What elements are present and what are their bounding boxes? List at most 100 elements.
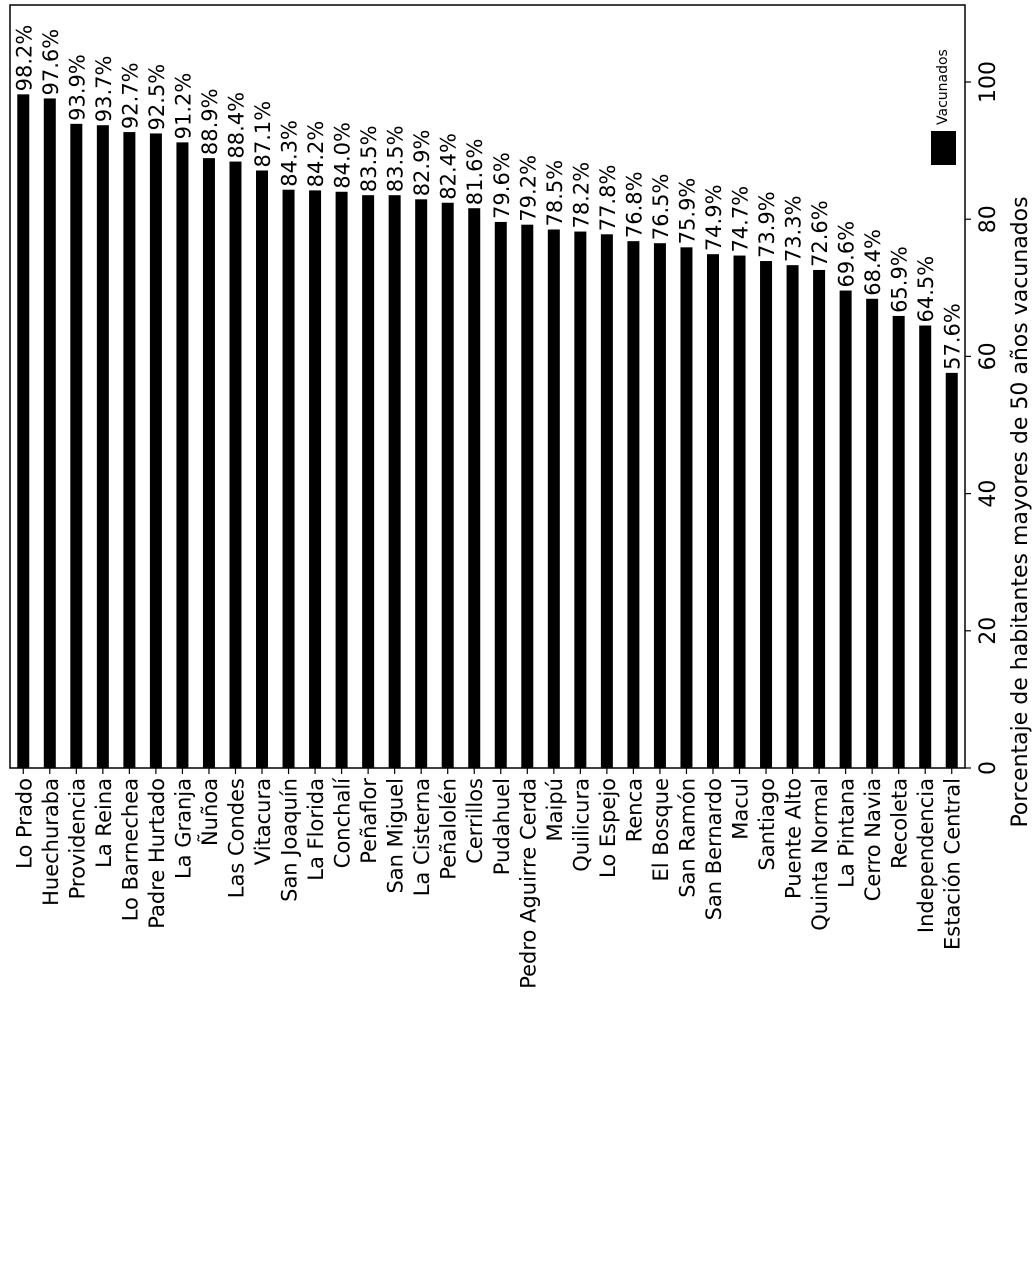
bar <box>866 298 879 768</box>
plot-frame <box>9 4 966 769</box>
legend: Vacunados <box>931 49 956 165</box>
category-labels-layer: Lo Prado Huechuraba Providencia La Reina Lo … <box>12 768 965 989</box>
bar-value-label: 73.3% <box>782 195 806 262</box>
bar <box>123 132 136 768</box>
bar-value-label: 64.5% <box>914 256 938 323</box>
bars-layer <box>17 94 958 769</box>
category-label: San Joaquín <box>278 778 302 902</box>
bar <box>680 247 693 769</box>
bar <box>43 98 56 769</box>
bar <box>813 269 826 768</box>
bar <box>706 254 719 768</box>
category-label: Maipú <box>543 778 567 841</box>
value-tick-label: 0 <box>976 761 1001 775</box>
bar <box>309 190 322 768</box>
bar-value-label: 75.9% <box>675 178 699 245</box>
category-label: Independencia <box>914 778 938 933</box>
bar <box>733 255 746 769</box>
category-label: Lo Prado <box>12 778 36 869</box>
category-label: Renca <box>622 778 646 842</box>
category-label: Macul <box>729 778 753 840</box>
category-label: Ñuñoa <box>196 778 222 846</box>
bar <box>786 265 799 768</box>
bar-value-label: 84.2% <box>304 121 328 188</box>
bar-value-label: 92.5% <box>145 64 169 131</box>
bar-value-label: 76.5% <box>649 173 673 240</box>
bar <box>441 202 454 769</box>
category-label: Pedro Aguirre Cerda <box>516 778 540 989</box>
bar-value-label: 98.2% <box>12 25 36 92</box>
category-label: Padre Hurtado <box>145 778 169 929</box>
bar <box>256 170 269 768</box>
value-tick-label: 20 <box>976 617 1001 645</box>
bar-value-label: 83.5% <box>384 125 408 192</box>
bar <box>282 189 295 768</box>
legend-label: Vacunados <box>935 49 951 125</box>
category-label: La Cisterna <box>410 778 434 896</box>
bar <box>760 261 773 768</box>
bar <box>176 142 189 769</box>
bar-value-label: 65.9% <box>888 246 912 313</box>
bar-value-label: 79.2% <box>516 155 540 222</box>
category-label: Peñaflor <box>357 778 381 864</box>
bar-value-label: 77.8% <box>596 165 620 232</box>
bar-value-label: 69.6% <box>835 221 859 288</box>
category-label: Recoleta <box>888 778 912 869</box>
bar-value-label: 79.6% <box>490 152 514 219</box>
bar-value-label: 74.9% <box>702 184 726 251</box>
bar <box>229 161 242 769</box>
bar-value-label: 82.4% <box>437 133 461 200</box>
bar <box>202 158 215 768</box>
bar-value-label: 73.9% <box>755 191 779 258</box>
category-label: San Miguel <box>384 778 408 894</box>
bar <box>468 208 481 768</box>
bar <box>653 243 666 768</box>
bar <box>627 241 640 769</box>
bar-value-label: 72.6% <box>808 200 832 267</box>
bar-value-label: 68.4% <box>861 229 885 296</box>
bar-value-label: 93.7% <box>92 55 116 122</box>
category-label: Cerro Navia <box>861 778 885 901</box>
bar-value-label: 81.6% <box>463 139 487 206</box>
bar <box>839 290 852 768</box>
category-label: Lo Espejo <box>596 778 620 878</box>
value-tick-label: 60 <box>976 342 1001 370</box>
bar <box>415 199 428 768</box>
bar-value-label: 91.2% <box>171 73 195 140</box>
bar-value-label: 84.0% <box>331 122 355 189</box>
bar <box>362 195 375 768</box>
bar <box>96 125 109 768</box>
bar-value-label: 57.6% <box>941 303 965 370</box>
category-label: Quilicura <box>569 778 593 872</box>
bar-value-label: 88.9% <box>198 88 222 155</box>
value-tick-label: 80 <box>976 205 1001 233</box>
bar-value-label: 84.3% <box>278 120 302 187</box>
bar-value-label: 78.5% <box>543 160 567 227</box>
bar <box>149 133 162 768</box>
bar-value-label: 82.9% <box>410 130 434 197</box>
bar <box>600 234 613 769</box>
plot-area: 98.2% 97.6% 93.9% 93.7% 92.7% 92.5% 91.2% 88.9%… <box>9 4 1001 989</box>
bar <box>17 94 30 768</box>
value-tick-label: 40 <box>976 480 1001 508</box>
bar-value-label: 74.7% <box>729 186 753 253</box>
category-label: Peñalolén <box>437 778 461 880</box>
bar-value-label: 78.2% <box>569 162 593 229</box>
category-label: Conchalí <box>331 777 355 868</box>
value-tick-label: 100 <box>976 61 1001 103</box>
bar <box>945 372 958 768</box>
category-label: Huechuraba <box>39 778 63 906</box>
category-label: La Pintana <box>835 778 859 888</box>
bar <box>919 325 932 768</box>
category-label: La Reina <box>92 778 116 868</box>
category-label: Puente Alto <box>782 778 806 899</box>
value-axis: 0 20 40 60 80 100 <box>965 61 1001 775</box>
bar <box>574 231 587 769</box>
category-label: Santiago <box>755 778 779 871</box>
category-label: Lo Barnechea <box>118 778 142 921</box>
bar-value-label: 93.9% <box>65 54 89 121</box>
legend-swatch <box>931 131 956 165</box>
category-label: Pudahuel <box>490 778 514 875</box>
value-axis-label: Porcentaje de habitantes mayores de 50 a… <box>1008 196 1033 827</box>
